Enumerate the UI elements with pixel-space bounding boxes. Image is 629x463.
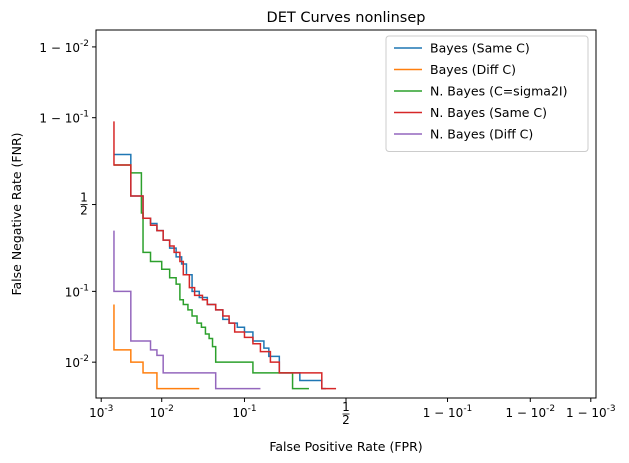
series-line-2 bbox=[113, 304, 200, 390]
plot-frame bbox=[95, 29, 597, 399]
legend-label-4: N. Bayes (Same C) bbox=[430, 105, 547, 120]
legend-label-5: N. Bayes (Diff C) bbox=[430, 127, 533, 142]
chart-title: DET Curves nonlinsep bbox=[267, 10, 426, 26]
svg-text:2: 2 bbox=[80, 204, 88, 218]
y-tick-label-4: 1 − 10-1 bbox=[39, 110, 89, 126]
x-tick-label-7: 1 − 10-3 bbox=[566, 404, 616, 420]
x-tick-label-5: 1 − 10-1 bbox=[423, 404, 473, 420]
x-tick-label-6: 1 − 10-2 bbox=[505, 404, 555, 420]
legend-label-3: N. Bayes (C=sigma2I) bbox=[430, 84, 567, 99]
y-tick-label-3: 12 bbox=[80, 191, 88, 218]
legend: Bayes (Same C) Bayes (Diff C) N. Bayes (C=… bbox=[385, 35, 589, 152]
svg-text:1: 1 bbox=[80, 191, 88, 205]
x-axis-label: False Positive Rate (FPR) bbox=[269, 439, 422, 454]
y-axis-label: False Negative Rate (FNR) bbox=[9, 132, 24, 295]
y-tick-label-1: 10-2 bbox=[65, 354, 89, 370]
y-tick-label-5: 1 − 10-2 bbox=[39, 39, 89, 55]
y-axis-ticks: 10-2 10-1 12 1 − 10-1 1 − 10-2 bbox=[39, 39, 96, 370]
series-line-4 bbox=[113, 121, 337, 390]
x-axis-ticks: 10-3 10-2 10-1 12 1 − 10-1 1 − 10-2 1 − 10-3 bbox=[89, 398, 616, 427]
series-line-5 bbox=[113, 230, 261, 390]
svg-text:1: 1 bbox=[342, 400, 350, 414]
x-tick-label-2: 10-2 bbox=[150, 404, 174, 420]
legend-label-1: Bayes (Same C) bbox=[430, 41, 530, 56]
legend-label-2: Bayes (Diff C) bbox=[430, 62, 516, 77]
svg-text:2: 2 bbox=[342, 413, 350, 427]
x-tick-label-4: 12 bbox=[342, 400, 350, 427]
x-tick-label-1: 10-3 bbox=[89, 404, 113, 420]
legend-box bbox=[385, 35, 589, 152]
x-tick-label-3: 10-1 bbox=[232, 404, 256, 420]
y-tick-label-2: 10-1 bbox=[65, 283, 89, 299]
series-line-3 bbox=[113, 164, 309, 390]
